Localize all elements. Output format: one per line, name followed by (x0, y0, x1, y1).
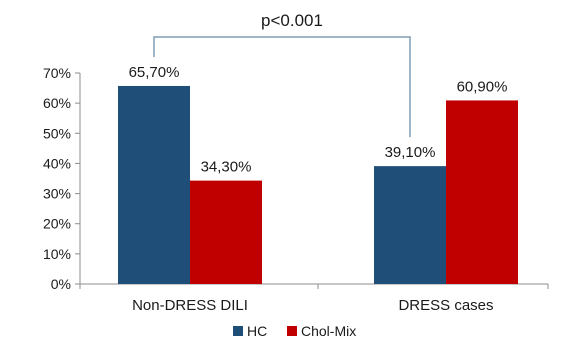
y-tick-label: 70% (43, 65, 71, 81)
legend-label: Chol-Mix (301, 323, 356, 339)
y-tick-label: 30% (43, 186, 71, 202)
significance-label: p<0.001 (261, 11, 323, 30)
legend-label: HC (247, 323, 267, 339)
significance-annotation: p<0.001 (153, 11, 411, 138)
bars (118, 85, 518, 285)
significance-bracket (153, 36, 411, 138)
bar-chol-mix-0 (190, 180, 262, 284)
y-tick-label: 10% (43, 246, 71, 262)
y-tick-label: 0% (51, 276, 71, 292)
x-category-label: Non-DRESS DILI (132, 297, 248, 314)
y-tick-label: 60% (43, 95, 71, 111)
bar-hc-0 (118, 85, 190, 284)
y-axis: 0% 10% 20% 30% 40% 50% 60% 70% (43, 65, 81, 292)
data-label: 60,90% (457, 78, 508, 95)
y-tick-label: 40% (43, 155, 71, 171)
legend-swatch-hc (233, 326, 243, 336)
x-category-label: DRESS cases (398, 297, 493, 314)
data-label: 39,10% (385, 144, 436, 161)
y-tick-label: 20% (43, 216, 71, 232)
data-label: 65,70% (129, 64, 180, 81)
bar-chol-mix-1 (446, 100, 518, 285)
legend-swatch-chol-mix (287, 326, 297, 336)
bar-hc-1 (374, 166, 446, 284)
data-labels: 65,70% 39,10% 34,30% 60,90% (129, 64, 508, 176)
x-axis: Non-DRESS DILI DRESS cases (79, 283, 549, 314)
legend: HC Chol-Mix (233, 323, 356, 339)
data-label: 34,30% (201, 159, 252, 176)
y-tick-label: 50% (43, 125, 71, 141)
